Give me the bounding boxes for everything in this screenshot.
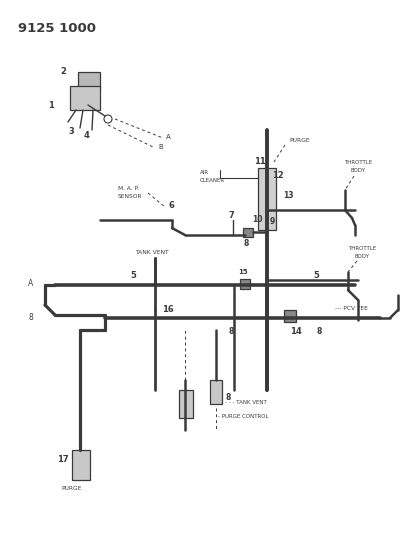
- Bar: [72, 450, 90, 480]
- Text: THROTTLE: THROTTLE: [344, 160, 372, 166]
- Text: --- PCV TEE: --- PCV TEE: [335, 306, 368, 311]
- Text: 4: 4: [84, 132, 90, 141]
- Text: - - - TANK VENT: - - - TANK VENT: [225, 400, 267, 406]
- Text: 9125 1000: 9125 1000: [18, 21, 96, 35]
- Text: 1: 1: [48, 101, 54, 110]
- Text: CLEANER: CLEANER: [200, 177, 225, 182]
- Text: THROTTLE: THROTTLE: [348, 246, 376, 251]
- Text: 2: 2: [60, 68, 66, 77]
- Text: BODY: BODY: [355, 254, 369, 259]
- Text: SENSOR: SENSOR: [118, 195, 143, 199]
- Bar: [240, 279, 250, 289]
- Text: - PURGE CONTROL: - PURGE CONTROL: [218, 414, 268, 418]
- Text: 3: 3: [68, 126, 74, 135]
- Text: 6: 6: [168, 201, 174, 211]
- Bar: [258, 168, 276, 230]
- Bar: [78, 72, 100, 90]
- Text: 8: 8: [243, 238, 249, 247]
- Text: 9: 9: [270, 217, 275, 227]
- Text: 10: 10: [252, 215, 263, 224]
- Text: TANK VENT: TANK VENT: [135, 249, 169, 254]
- Text: 8: 8: [28, 313, 33, 322]
- Text: 5: 5: [130, 271, 136, 280]
- Text: 12: 12: [272, 171, 284, 180]
- Text: PURGE: PURGE: [289, 138, 309, 142]
- Text: BODY: BODY: [351, 168, 365, 174]
- Text: 11: 11: [254, 157, 266, 166]
- Bar: [179, 390, 193, 418]
- Text: PURGE: PURGE: [62, 486, 82, 490]
- Bar: [210, 380, 222, 404]
- Text: AIR: AIR: [200, 169, 209, 174]
- Text: A: A: [28, 279, 33, 288]
- Bar: [243, 228, 253, 237]
- Text: 16: 16: [162, 305, 174, 314]
- Text: M. A. P.: M. A. P.: [118, 187, 139, 191]
- Text: 17: 17: [57, 456, 69, 464]
- Text: 8: 8: [316, 327, 321, 336]
- Bar: [284, 310, 296, 322]
- Text: 8: 8: [225, 392, 231, 401]
- Text: 7: 7: [228, 212, 234, 221]
- Bar: [70, 86, 100, 110]
- Text: 15: 15: [238, 269, 248, 275]
- Text: 13: 13: [283, 190, 293, 199]
- Text: A: A: [166, 134, 171, 140]
- Text: 5: 5: [313, 271, 319, 280]
- Text: B: B: [158, 144, 163, 150]
- Text: 14: 14: [290, 327, 302, 336]
- Text: 8: 8: [228, 327, 233, 336]
